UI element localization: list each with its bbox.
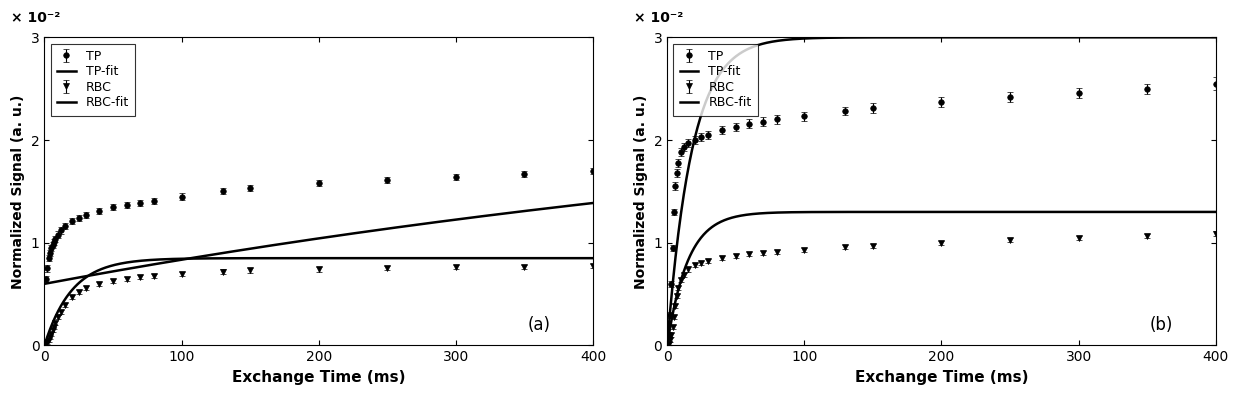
TP-fit <box>1208 35 1223 40</box>
Y-axis label: Normalized Signal (a. u.): Normalized Signal (a. u.) <box>11 94 25 289</box>
RBC-fit <box>1009 209 1024 214</box>
RBC-fit <box>978 209 993 214</box>
TP-fit <box>978 35 993 40</box>
TP-fit <box>387 225 402 230</box>
RBC-fit <box>1132 209 1147 214</box>
TP-fit <box>585 201 600 206</box>
TP-fit <box>1076 35 1091 40</box>
TP-fit <box>71 275 86 280</box>
RBC-fit <box>585 256 600 261</box>
RBC-fit <box>356 256 371 261</box>
RBC-fit <box>71 281 86 286</box>
RBC-fit <box>660 342 675 347</box>
RBC-fit <box>453 256 467 261</box>
RBC-fit <box>387 256 402 261</box>
TP-fit <box>510 209 525 214</box>
Text: × 10⁻²: × 10⁻² <box>11 11 61 25</box>
RBC-fit <box>37 343 52 347</box>
Line: RBC-fit: RBC-fit <box>45 258 593 345</box>
RBC-fit <box>1076 209 1091 214</box>
TP-fit <box>1132 35 1147 40</box>
RBC-fit <box>510 256 525 261</box>
Text: (a): (a) <box>527 316 551 334</box>
TP-fit <box>37 282 52 286</box>
TP-fit <box>370 228 384 232</box>
RBC-fit <box>693 235 708 240</box>
Line: RBC-fit: RBC-fit <box>667 212 1215 345</box>
Text: × 10⁻²: × 10⁻² <box>635 11 683 25</box>
Text: (b): (b) <box>1149 316 1173 334</box>
RBC-fit <box>993 209 1008 214</box>
Y-axis label: Normalized Signal (a. u.): Normalized Signal (a. u.) <box>634 94 647 289</box>
X-axis label: Exchange Time (ms): Exchange Time (ms) <box>232 370 405 385</box>
TP-fit <box>356 230 371 234</box>
X-axis label: Exchange Time (ms): Exchange Time (ms) <box>854 370 1028 385</box>
TP-fit <box>1009 35 1024 40</box>
TP-fit <box>693 113 708 118</box>
TP-fit <box>993 35 1008 40</box>
Line: TP-fit: TP-fit <box>45 203 593 284</box>
Legend: TP, TP-fit, RBC, RBC-fit: TP, TP-fit, RBC, RBC-fit <box>673 44 758 116</box>
Line: TP-fit: TP-fit <box>667 37 1215 344</box>
RBC-fit <box>370 256 384 261</box>
TP-fit <box>453 217 467 221</box>
TP-fit <box>660 341 675 346</box>
Legend: TP, TP-fit, RBC, RBC-fit: TP, TP-fit, RBC, RBC-fit <box>51 44 135 116</box>
RBC-fit <box>1208 209 1223 214</box>
